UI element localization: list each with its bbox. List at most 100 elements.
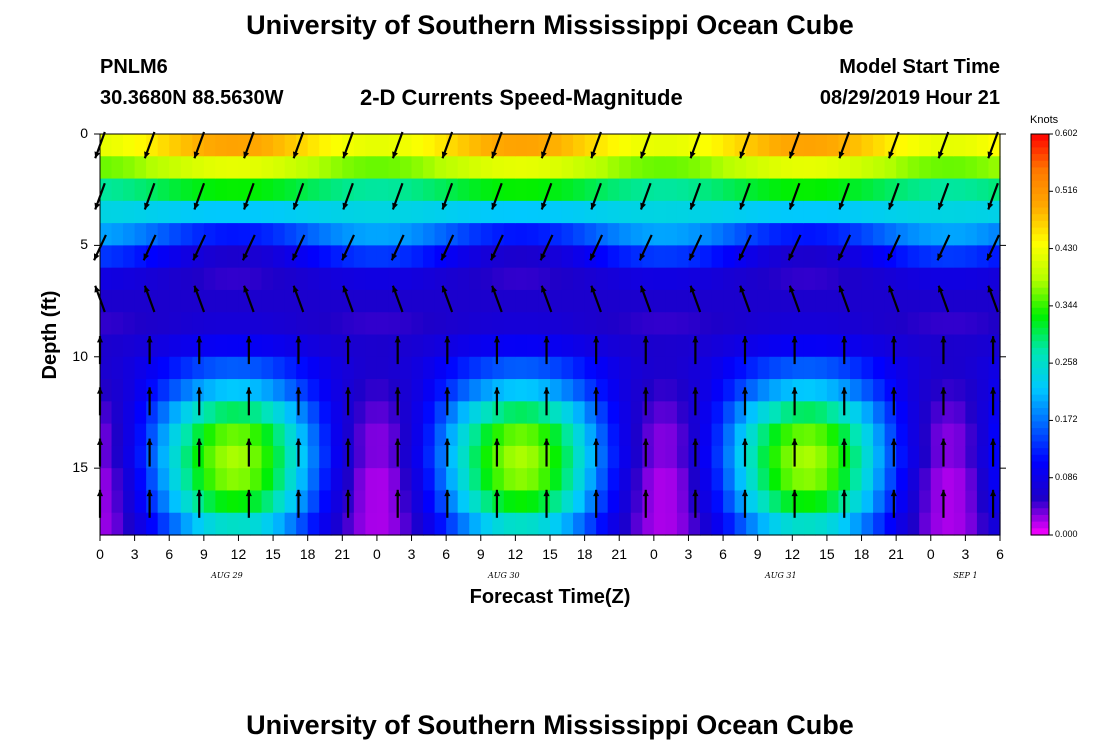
- heatmap-cell: [434, 356, 447, 380]
- current-arrowhead: [441, 253, 447, 261]
- current-arrowhead: [640, 285, 646, 293]
- heatmap-cell: [169, 156, 182, 180]
- heatmap-cell: [965, 468, 978, 492]
- heatmap-cell: [769, 223, 782, 246]
- heatmap-cell: [457, 401, 470, 425]
- heatmap-cell: [446, 512, 459, 536]
- heatmap-cell: [480, 401, 493, 425]
- heatmap-cell: [826, 178, 840, 202]
- heatmap-cell: [238, 178, 251, 202]
- heatmap-cell: [319, 512, 332, 536]
- heatmap-cell: [919, 200, 932, 224]
- heatmap-cell: [250, 334, 263, 358]
- heatmap-cell: [411, 178, 424, 202]
- heatmap-cell: [896, 289, 909, 313]
- heatmap-cell: [261, 223, 274, 246]
- heatmap-cell: [434, 512, 447, 536]
- current-arrowhead: [987, 285, 994, 293]
- heatmap-cell: [665, 223, 678, 246]
- heatmap-cell: [180, 401, 193, 425]
- heatmap-cell: [146, 156, 159, 180]
- heatmap-cell: [342, 423, 355, 447]
- heatmap-cell: [803, 178, 816, 202]
- heatmap-cell: [642, 379, 655, 402]
- heatmap-cell: [630, 445, 643, 469]
- colorbar-segment: [1031, 474, 1049, 483]
- heatmap-cell: [723, 445, 736, 469]
- heatmap-cell: [157, 490, 170, 514]
- heatmap-cell: [757, 334, 770, 358]
- heatmap-cell: [469, 178, 482, 202]
- current-arrowhead: [243, 151, 250, 159]
- current-arrowhead: [146, 336, 153, 343]
- heatmap-cell: [446, 423, 459, 447]
- heatmap-cell: [803, 267, 816, 291]
- heatmap-cell: [192, 156, 205, 180]
- heatmap-cell: [503, 512, 516, 536]
- heatmap-cell: [676, 490, 690, 514]
- heatmap-cell: [446, 267, 459, 291]
- heatmap-cell: [388, 200, 401, 224]
- heatmap-cell: [896, 468, 909, 492]
- heatmap-cell: [942, 356, 955, 380]
- current-arrowhead: [493, 336, 500, 343]
- heatmap-cell: [596, 401, 609, 425]
- heatmap-cell: [953, 356, 966, 380]
- heatmap-cell: [307, 267, 320, 291]
- heatmap-cell: [365, 401, 378, 425]
- heatmap-cell: [526, 312, 540, 336]
- heatmap-cell: [365, 223, 378, 246]
- heatmap-cell: [111, 356, 124, 380]
- heatmap-cell: [676, 312, 690, 336]
- heatmap-cell: [584, 401, 597, 425]
- heatmap-cell: [261, 312, 274, 336]
- heatmap-cell: [861, 245, 874, 269]
- heatmap-cell: [365, 178, 378, 202]
- colorbar-segment: [1031, 441, 1049, 449]
- heatmap-cell: [146, 267, 159, 291]
- heatmap-cell: [803, 200, 816, 224]
- heatmap-cell: [976, 512, 990, 536]
- colorbar-segment: [1031, 234, 1049, 242]
- heatmap-cell: [734, 512, 747, 536]
- heatmap-cell: [134, 512, 147, 536]
- heatmap-cell: [803, 512, 816, 536]
- current-arrowhead: [146, 387, 153, 394]
- heatmap-cell: [573, 223, 586, 246]
- heatmap-cell: [100, 356, 113, 380]
- colorbar-segment: [1031, 207, 1049, 215]
- heatmap-cell: [250, 401, 263, 425]
- heatmap-cell: [492, 512, 505, 536]
- heatmap-cell: [330, 490, 343, 514]
- heatmap-cell: [642, 223, 655, 246]
- colorbar-segment: [1031, 468, 1049, 476]
- heatmap-cell: [688, 156, 701, 180]
- heatmap-cell: [330, 356, 343, 380]
- heatmap-cell: [919, 512, 932, 536]
- heatmap-cell: [826, 289, 840, 313]
- colorbar-tick-label: 0.172: [1055, 414, 1078, 425]
- colorbar-segment: [1031, 334, 1049, 342]
- heatmap-cell: [215, 223, 228, 246]
- heatmap-cell: [503, 245, 516, 269]
- heatmap-cell: [653, 156, 666, 180]
- heatmap-cell: [446, 401, 459, 425]
- heatmap-cell: [919, 134, 932, 157]
- heatmap-cell: [469, 512, 482, 536]
- current-arrowhead: [937, 151, 944, 159]
- heatmap-cell: [192, 423, 205, 447]
- heatmap-cell: [503, 468, 516, 492]
- heatmap-cell: [457, 334, 470, 358]
- colorbar-segment: [1031, 494, 1049, 503]
- heatmap-cell: [365, 267, 378, 291]
- heatmap-cell: [584, 512, 597, 536]
- heatmap-cell: [965, 379, 978, 402]
- heatmap-cell: [423, 468, 436, 492]
- heatmap-cell: [273, 356, 286, 380]
- heatmap-cell: [953, 401, 966, 425]
- heatmap-cell: [953, 267, 966, 291]
- heatmap-cell: [215, 468, 228, 492]
- heatmap-cell: [376, 423, 390, 447]
- heatmap-cell: [850, 245, 863, 269]
- heatmap-cell: [919, 445, 932, 469]
